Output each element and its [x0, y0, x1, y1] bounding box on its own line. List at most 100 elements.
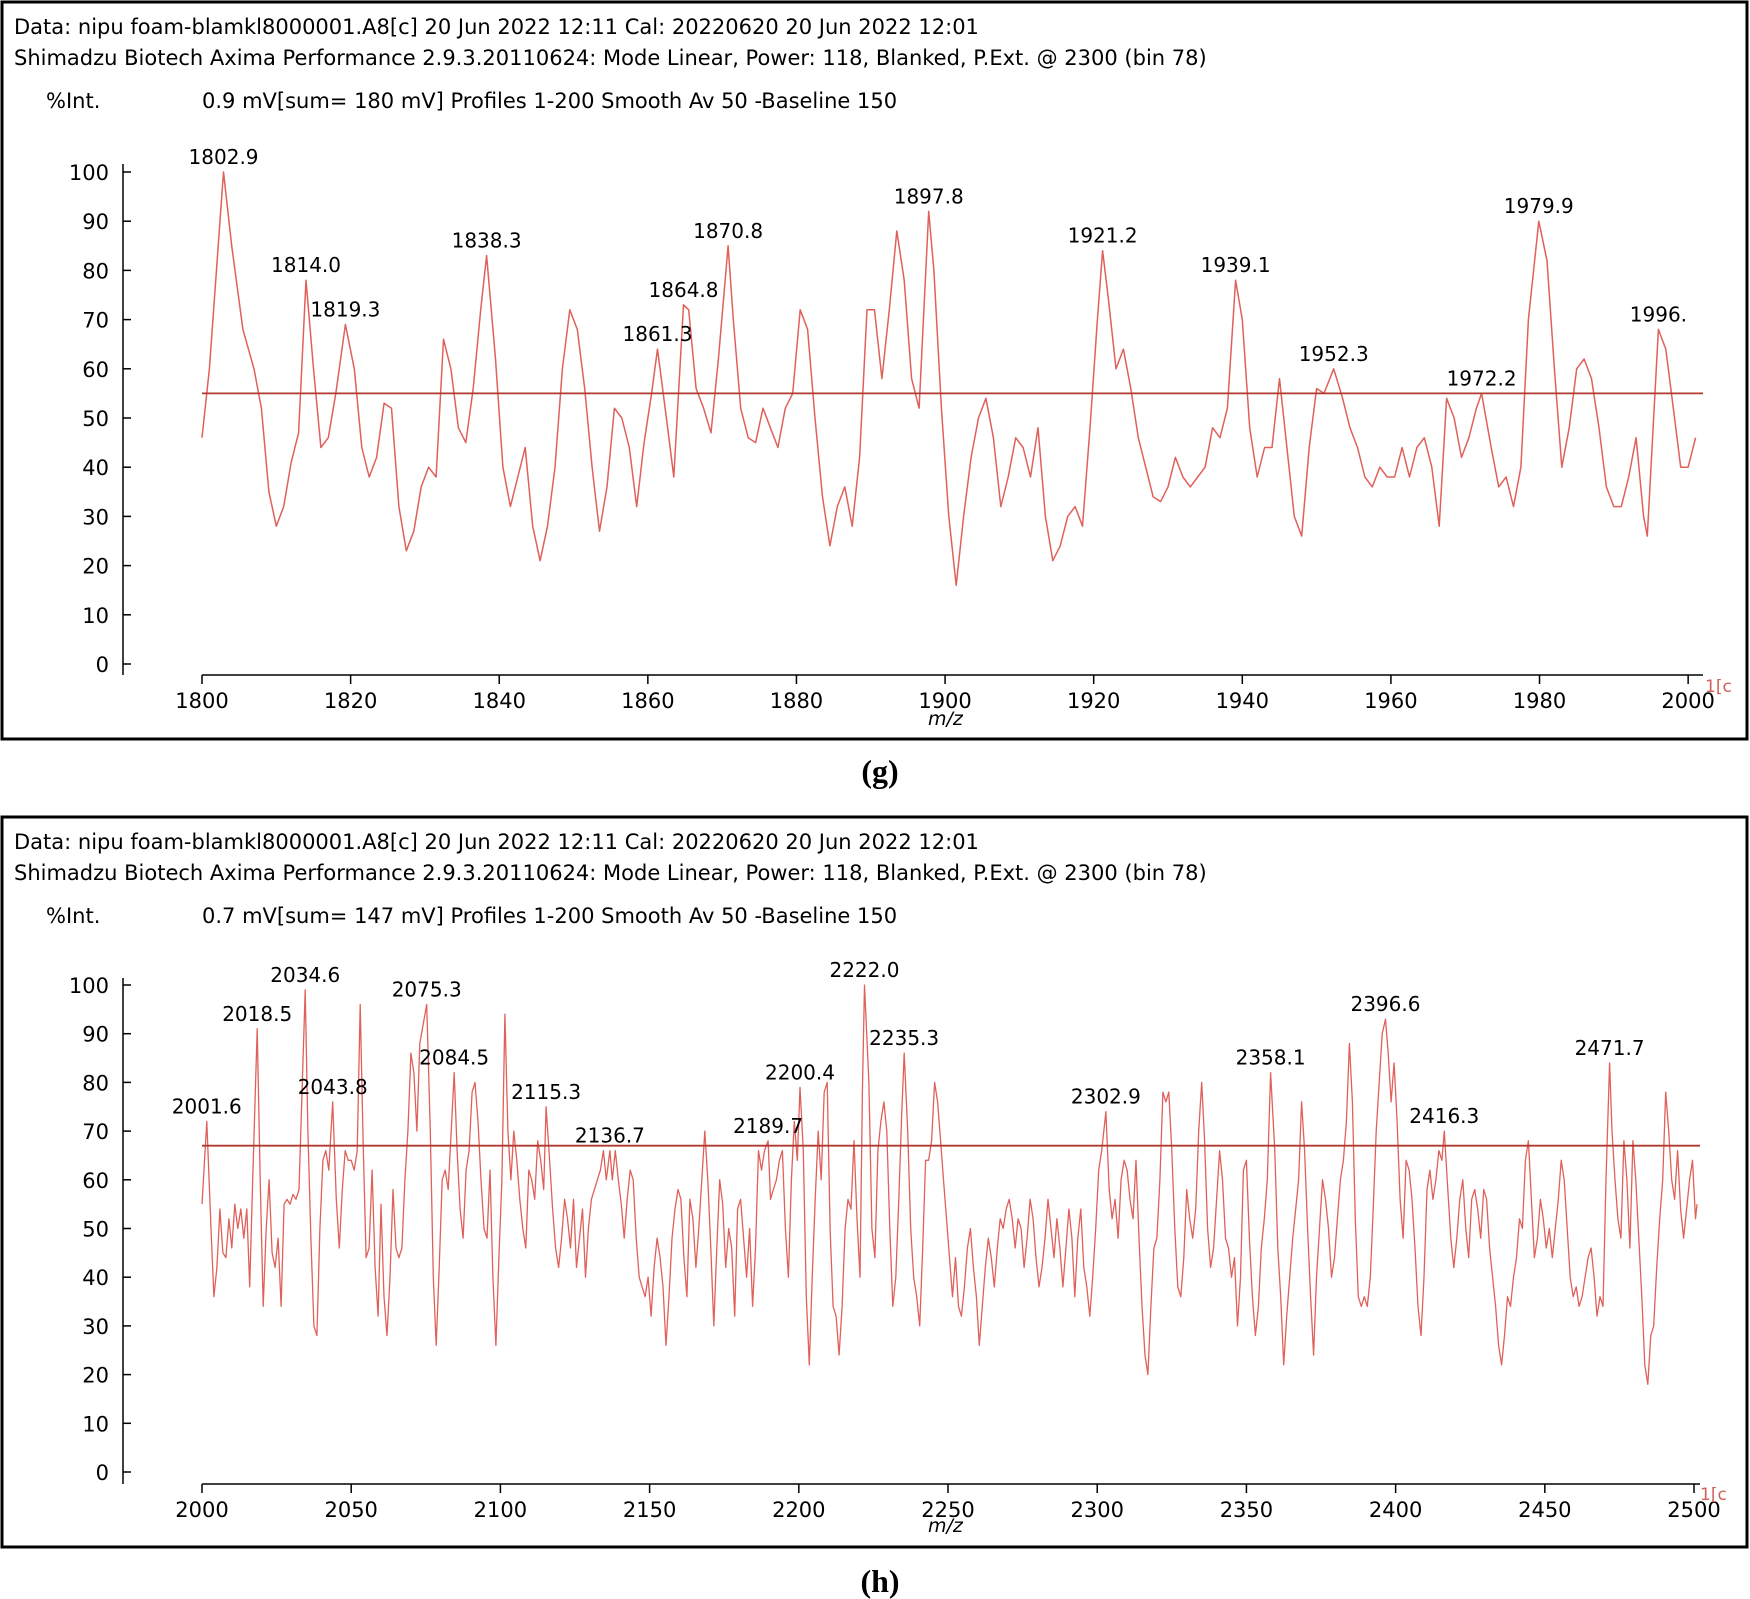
panel-h-peak-label: 2222.0	[829, 958, 899, 982]
panel-g-xtick-label: 1920	[1067, 689, 1120, 713]
panel-g-peak-label: 1814.0	[271, 253, 341, 277]
panel-h-axes	[122, 978, 1700, 1485]
panel-g-xtick-label: 1820	[324, 689, 377, 713]
panel-g-ytick-label: 0	[96, 653, 109, 677]
panel-g-xtick-label: 1980	[1513, 689, 1566, 713]
panel-g-xtick-label: 1940	[1216, 689, 1269, 713]
panel-h-xtick-label: 2000	[175, 1498, 228, 1522]
panel-g-ytick-label: 40	[82, 456, 109, 480]
panel-h-xtick-label: 2300	[1070, 1498, 1123, 1522]
panel-h-xtick-label: 2050	[324, 1498, 377, 1522]
panel-h-ytick-label: 30	[82, 1315, 109, 1339]
panel-g-info-text: 0.9 mV[sum= 180 mV] Profiles 1-200 Smoot…	[202, 89, 897, 113]
panel-g-ytick-label: 70	[82, 309, 109, 333]
panel-h-xtick-label: 2250	[921, 1498, 974, 1522]
panel-g-peak-label: 1972.2	[1447, 366, 1517, 390]
panel-g-xtick-label: 1840	[473, 689, 526, 713]
panel-g-ytick-label: 30	[82, 505, 109, 529]
panel-h-ytick-label: 90	[82, 1023, 109, 1047]
panel-g-peak-label: 1897.8	[894, 184, 964, 208]
panel-h-ytick-label: 60	[82, 1169, 109, 1193]
panel-g-xtick-label: 1800	[175, 689, 228, 713]
panel-h-peak-label: 2136.7	[575, 1124, 645, 1148]
panel-g-xticks: 1800 1820 1840 1860 1880 1900 1920 1940 1960 1980…	[175, 675, 1715, 713]
panel-h-peak-label: 2358.1	[1236, 1046, 1306, 1070]
panel-g-corner-mark: 1[c	[1705, 677, 1732, 697]
panel-g-peak-label: 1921.2	[1068, 224, 1138, 248]
panel-g-peak-label: 1870.8	[693, 219, 763, 243]
panel-h-ytick-label: 0	[96, 1461, 109, 1485]
panel-g-spectrum-trace	[201, 171, 1697, 587]
panel-h-ytick-label: 70	[82, 1120, 109, 1144]
panel-h-peak-label: 2115.3	[511, 1080, 581, 1104]
panel-h-yticks: 0 10 20 30 40 50 60 70 80 90 100	[69, 974, 131, 1485]
panel-h-frame	[0, 815, 1749, 1549]
panel-h-ytick-label: 100	[69, 974, 109, 998]
panel-g-ytick-label: 50	[82, 407, 109, 431]
panel-g-xtick-label: 1960	[1364, 689, 1417, 713]
panel-h-peak-label: 2200.4	[765, 1060, 835, 1084]
panel-g-peak-label: 1838.3	[452, 229, 522, 253]
panel-h-spectrum-trace	[201, 984, 1698, 1385]
panel-g-peak-label: 1952.3	[1299, 342, 1369, 366]
panel-g-header-line1: Data: nipu foam-blamkl8000001.A8[c] 20 J…	[14, 15, 979, 39]
panel-h-peak-label: 2075.3	[392, 977, 462, 1001]
panel-h-xtick-label: 2100	[474, 1498, 527, 1522]
panel-h-ytick-label: 50	[82, 1218, 109, 1242]
panel-h-header-line2: Shimadzu Biotech Axima Performance 2.9.3…	[14, 861, 1207, 885]
panel-h-peak-labels: 2001.6 2018.5 2034.6 2043.8 2075.3 2084.5 2115…	[172, 958, 1645, 1148]
panel-h-peak-label: 2416.3	[1409, 1104, 1479, 1128]
panel-h-info-text: 0.7 mV[sum= 147 mV] Profiles 1-200 Smoot…	[202, 904, 897, 928]
panel-h-x-axis-label: m/z	[928, 1515, 964, 1537]
panel-g-xtick-label: 1880	[770, 689, 823, 713]
panel-h-xtick-label: 2400	[1369, 1498, 1422, 1522]
panel-g-x-axis-label: m/z	[928, 708, 964, 730]
panel-g-peak-label: 1819.3	[310, 298, 380, 322]
panel-h-peak-label: 2034.6	[270, 963, 340, 987]
panel-h-peak-label: 2302.9	[1071, 1085, 1141, 1109]
panel-g: Data: nipu foam-blamkl8000001.A8[c] 20 J…	[0, 0, 1749, 741]
panel-h-caption: (h)	[860, 1563, 899, 1599]
panel-h-y-axis-label: %Int.	[46, 904, 100, 928]
panel-h-peak-label: 2084.5	[419, 1046, 489, 1070]
panel-h-peak-label: 2471.7	[1575, 1036, 1645, 1060]
panel-h-xtick-label: 2200	[772, 1498, 825, 1522]
panel-g-y-axis-label: %Int.	[46, 89, 100, 113]
panel-g-caption: (g)	[861, 753, 898, 789]
panel-h-ytick-label: 10	[82, 1412, 109, 1436]
panel-g-peak-label: 1861.3	[623, 322, 693, 346]
panel-h-ytick-label: 80	[82, 1071, 109, 1095]
panel-g-peak-label: 1864.8	[649, 278, 719, 302]
panel-h-xtick-label: 2350	[1220, 1498, 1273, 1522]
panel-h-xtick-label: 2500	[1667, 1498, 1720, 1522]
panel-g-ytick-label: 10	[82, 604, 109, 628]
panel-g-peak-label: 1802.9	[189, 145, 259, 169]
panel-g-yticks: 0 10 20 30 40 50 60 70 80 90 100	[69, 161, 131, 677]
panel-h-peak-label: 2189.7	[733, 1114, 803, 1138]
panel-g-frame	[0, 0, 1749, 741]
panel-h-ytick-label: 40	[82, 1266, 109, 1290]
panel-g-ytick-label: 80	[82, 259, 109, 283]
panel-h-peak-label: 2396.6	[1350, 992, 1420, 1016]
panel-g-peak-label: 1996.	[1630, 302, 1687, 326]
panel-h-header-line1: Data: nipu foam-blamkl8000001.A8[c] 20 J…	[14, 830, 979, 854]
panel-h-ytick-label: 20	[82, 1364, 109, 1388]
panel-g-xtick-label: 1900	[918, 689, 971, 713]
panel-h-peak-label: 2043.8	[298, 1075, 368, 1099]
panel-g-xtick-label: 2000	[1661, 689, 1714, 713]
panel-g-axes	[122, 164, 1703, 676]
panel-h-xticks: 2000 2050 2100 2150 2200 2250 2300 2350 2400 2450…	[175, 1484, 1721, 1522]
panel-h-peak-label: 2235.3	[869, 1026, 939, 1050]
panel-h-xtick-label: 2450	[1518, 1498, 1571, 1522]
panel-h: Data: nipu foam-blamkl8000001.A8[c] 20 J…	[0, 815, 1749, 1549]
panel-g-peak-labels: 1802.9 1814.0 1819.3 1838.3 1861.3 1864.8 1870…	[189, 145, 1687, 390]
panel-h-corner-mark: 1[c	[1700, 1485, 1727, 1505]
panel-g-ytick-label: 90	[82, 210, 109, 234]
panel-g-ytick-label: 100	[69, 161, 109, 185]
panel-h-xtick-label: 2150	[623, 1498, 676, 1522]
panel-g-peak-label: 1979.9	[1504, 194, 1574, 218]
panel-g-ytick-label: 20	[82, 555, 109, 579]
panel-g-peak-label: 1939.1	[1201, 253, 1271, 277]
panel-h-peak-label: 2018.5	[222, 1002, 292, 1026]
